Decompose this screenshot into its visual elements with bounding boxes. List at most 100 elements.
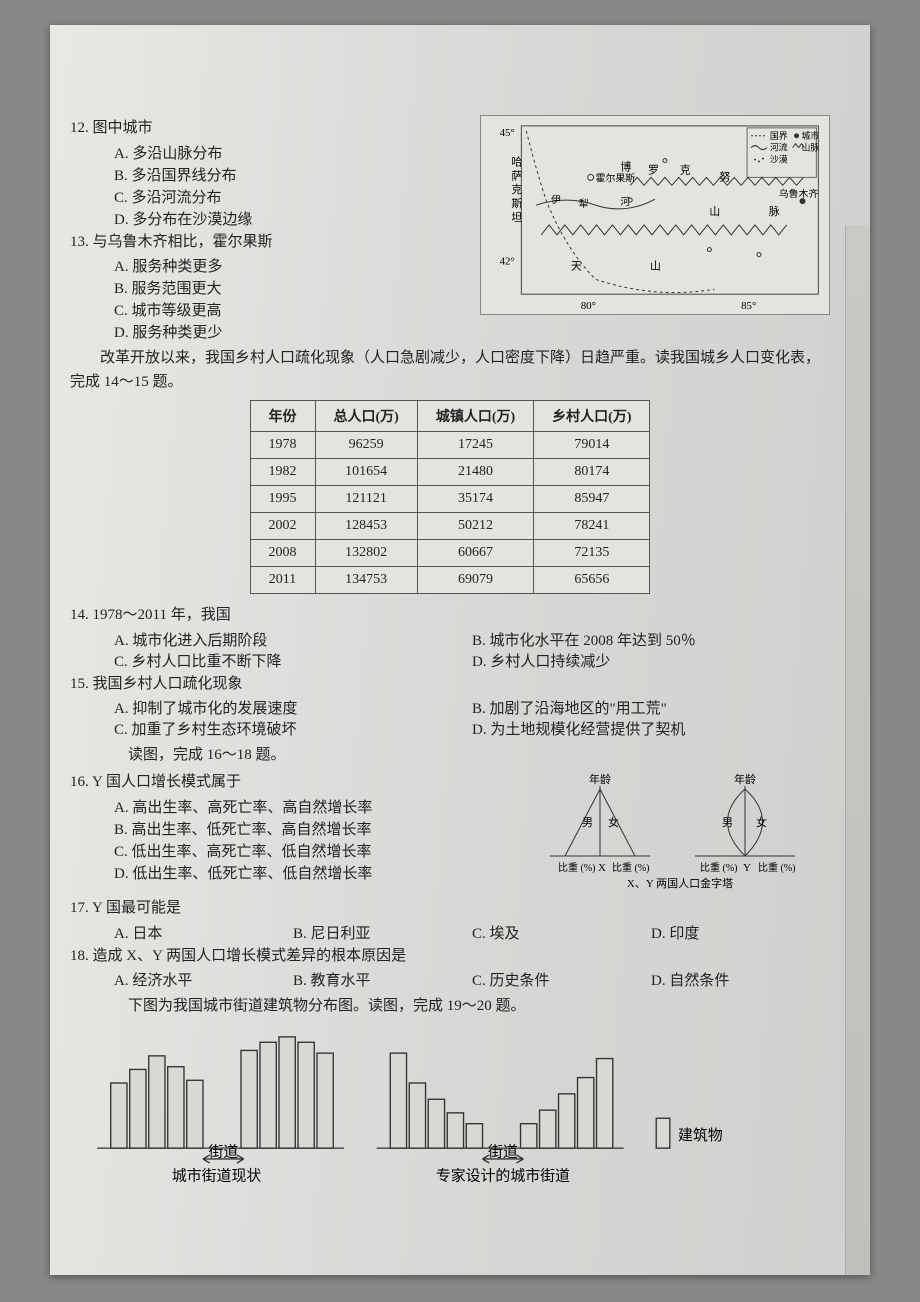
svg-text:脉: 脉 [769,204,780,218]
svg-text:乌鲁木齐: 乌鲁木齐 [779,187,819,200]
q15-stem: 我国乡村人口疏化现象 [93,676,243,692]
q17-D[interactable]: D. 印度 [651,922,830,943]
q17-C[interactable]: C. 埃及 [472,922,651,943]
table-row: 20081328026066772135 [250,540,650,567]
svg-text:城市街道现状: 城市街道现状 [172,1168,262,1185]
svg-text:街道: 街道 [208,1143,238,1160]
context-14-15: 改革开放以来，我国乡村人口疏化现象（人口急剧减少，人口密度下降）日趋严重。读我国… [70,346,830,394]
q14-C[interactable]: C. 乡村人口比重不断下降 [114,650,472,671]
svg-text:年龄: 年龄 [734,772,756,786]
q13-stem: 与乌鲁木齐相比，霍尔果斯 [93,234,273,250]
table-row: 20021284535021278241 [250,513,650,540]
q16-stem: Y 国人口增长模式属于 [92,774,241,790]
q12-num: 12. [70,117,89,140]
svg-text:比重 (%): 比重 (%) [612,861,650,874]
q18: 18. 造成 X、Y 两国人口增长模式差异的根本原因是 [70,945,830,968]
legend-border: 国界 [770,131,788,141]
q14-B[interactable]: B. 城市化水平在 2008 年达到 50％ [472,629,830,650]
exam-page: 45° 42° 80° 85° 哈 萨 克 斯 坦 国界 城市 河流 山脉 沙漠 [50,25,870,1275]
q18-C[interactable]: C. 历史条件 [472,969,651,990]
map-figure: 45° 42° 80° 85° 哈 萨 克 斯 坦 国界 城市 河流 山脉 沙漠 [480,115,830,315]
lon-80: 80° [581,300,596,312]
q14: 14. 1978～2011 年，我国 [70,604,830,627]
svg-text:比重 (%): 比重 (%) [700,861,738,874]
svg-text:男: 男 [582,817,593,829]
q14-stem: 1978～2011 年，我国 [93,607,231,623]
svg-text:女: 女 [608,815,619,829]
q17-B[interactable]: B. 尼日利亚 [293,922,472,943]
q13-num: 13. [70,231,89,254]
pyramid-caption: X、Y 两国人口金字塔 [627,876,733,890]
svg-text:Y: Y [743,862,751,874]
q18-num: 18. [70,945,89,968]
table-row: 19821016542148080174 [250,459,650,486]
svg-text:女: 女 [756,815,767,829]
q18-D[interactable]: D. 自然条件 [651,969,830,990]
q17-options: A. 日本 B. 尼日利亚 C. 埃及 D. 印度 [114,922,830,943]
svg-text:坦: 坦 [511,210,522,224]
svg-text:男: 男 [722,817,733,829]
svg-text:街道: 街道 [488,1143,518,1160]
svg-text:伊: 伊 [551,194,561,206]
svg-text:斯: 斯 [511,197,522,210]
hdr-total: 总人口(万) [315,401,417,432]
table-row: 19951211213517485947 [250,486,650,513]
lat-45: 45° [500,127,515,139]
q18-stem: 造成 X、Y 两国人口增长模式差异的根本原因是 [93,948,407,964]
svg-text:山: 山 [709,205,720,218]
legend-mount: 山脉 [802,143,820,153]
lon-85: 85° [741,300,756,312]
svg-text:努: 努 [719,169,730,183]
svg-text:建筑物: 建筑物 [678,1127,723,1144]
country-label: 哈 [511,156,522,169]
svg-text:山: 山 [650,259,661,272]
hdr-rural: 乡村人口(万) [534,401,650,432]
q14-D[interactable]: D. 乡村人口持续减少 [472,650,830,671]
pyramid-figure: 年龄 男 女 比重 (%) X 比重 (%) 年龄 男 女 比重 (%) Y 比… [530,771,830,891]
q17-A[interactable]: A. 日本 [114,922,293,943]
legend-river: 河流 [770,142,788,153]
q15: 15. 我国乡村人口疏化现象 [70,673,830,696]
q15-C[interactable]: C. 加重了乡村生态环境破坏 [114,718,472,739]
svg-text:萨: 萨 [511,169,522,182]
q15-num: 15. [70,673,89,696]
q18-options: A. 经济水平 B. 教育水平 C. 历史条件 D. 自然条件 [114,969,830,990]
street-figure: 街道城市街道现状 街道专家设计的城市街道 建筑物 [70,1026,830,1189]
q13-D[interactable]: D. 服务种类更少 [114,321,830,342]
svg-text:比重 (%): 比重 (%) [558,861,596,874]
q15-A[interactable]: A. 抑制了城市化的发展速度 [114,697,472,718]
q17-stem: Y 国最可能是 [92,900,181,916]
svg-text:霍尔果斯: 霍尔果斯 [596,171,636,184]
hdr-urban: 城镇人口(万) [417,401,533,432]
svg-text:博: 博 [620,160,631,173]
page-right-edge [845,225,870,1275]
q14-A[interactable]: A. 城市化进入后期阶段 [114,629,472,650]
q17: 17. Y 国最可能是 [70,897,830,920]
context-19-20: 下图为我国城市街道建筑物分布图。读图，完成 19～20 题。 [98,994,830,1018]
q18-A[interactable]: A. 经济水平 [114,969,293,990]
lat-42: 42° [500,256,515,268]
svg-text:年龄: 年龄 [589,772,611,786]
svg-text:专家设计的城市街道: 专家设计的城市街道 [436,1168,570,1185]
hdr-year: 年份 [250,401,315,432]
svg-text:X: X [598,862,606,874]
q15-D[interactable]: D. 为土地规模化经营提供了契机 [472,718,830,739]
table-row: 20111347536907965656 [250,567,650,594]
q16-num: 16. [70,771,89,794]
svg-text:克: 克 [511,183,522,196]
q14-num: 14. [70,604,89,627]
legend-desert: 沙漠 [770,155,788,165]
svg-text:比重 (%): 比重 (%) [758,861,796,874]
q15-options: A. 抑制了城市化的发展速度 B. 加剧了沿海地区的"用工荒" [114,697,830,718]
context-16-18: 读图，完成 16～18 题。 [98,743,830,767]
q12-stem: 图中城市 [93,120,153,136]
svg-text:犁: 犁 [579,197,589,210]
svg-text:克: 克 [680,163,691,176]
population-table: 年份 总人口(万) 城镇人口(万) 乡村人口(万) 19789625917245… [250,400,651,594]
legend-city: 城市 [802,130,820,141]
q18-B[interactable]: B. 教育水平 [293,969,472,990]
q17-num: 17. [70,897,89,920]
table-header-row: 年份 总人口(万) 城镇人口(万) 乡村人口(万) [250,401,650,432]
q15-B[interactable]: B. 加剧了沿海地区的"用工荒" [472,697,830,718]
q14-options: A. 城市化进入后期阶段 B. 城市化水平在 2008 年达到 50％ [114,629,830,650]
